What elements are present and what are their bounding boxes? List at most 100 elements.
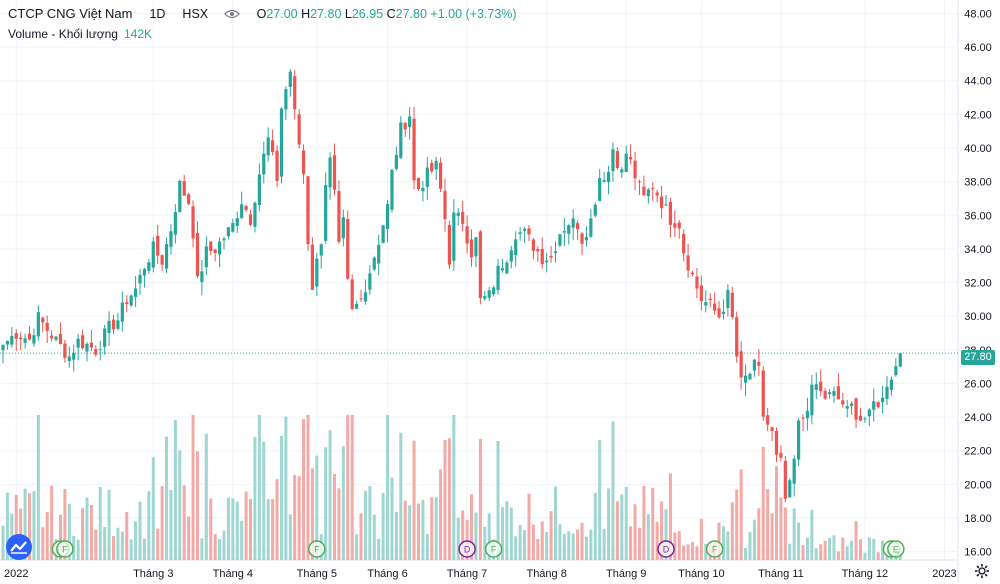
candle-body xyxy=(682,234,686,254)
time-tick-label: Tháng 11 xyxy=(758,568,804,580)
volume-bar xyxy=(337,488,341,560)
time-tick-label: Tháng 10 xyxy=(678,568,724,580)
volume-bar xyxy=(439,469,443,560)
volume-bar xyxy=(664,509,668,560)
candle-body xyxy=(438,162,443,189)
candle-body xyxy=(589,218,593,237)
volume-bar xyxy=(545,532,549,560)
candle-body xyxy=(880,397,885,403)
volume-bar xyxy=(58,514,62,560)
volume-bar xyxy=(531,524,535,560)
volume-bar xyxy=(580,522,584,560)
symbol-title[interactable]: CTCP CNG Việt Nam xyxy=(8,6,133,21)
volume-bar xyxy=(76,539,80,560)
candle-body xyxy=(385,204,390,230)
eye-icon[interactable] xyxy=(223,8,240,22)
volume-bar xyxy=(416,503,420,560)
candle-body xyxy=(443,190,447,220)
price-tick-label: 46.00 xyxy=(964,42,992,54)
candle-body xyxy=(487,290,491,298)
candle-body xyxy=(182,181,186,196)
candle-body xyxy=(894,366,898,376)
volume-bar xyxy=(169,490,173,560)
candle-body xyxy=(761,370,765,417)
volume-bar xyxy=(757,508,761,560)
candle-body xyxy=(36,312,40,337)
candle-body xyxy=(421,187,425,192)
volume-bar xyxy=(518,525,522,560)
volume-bar xyxy=(783,507,787,560)
time-tick-label: Tháng 6 xyxy=(367,568,407,580)
volume-bar xyxy=(876,552,880,560)
candle-body xyxy=(350,279,354,310)
event-marker-letter: F xyxy=(712,545,718,555)
volume-bar xyxy=(646,514,650,560)
candle-body xyxy=(668,201,673,225)
candle-body xyxy=(222,238,226,241)
price-tick-label: 30.00 xyxy=(964,311,992,323)
candle-body xyxy=(275,150,279,181)
volume-bar xyxy=(249,498,253,560)
candle-body xyxy=(752,359,756,371)
candle-body xyxy=(147,262,151,271)
candle-body xyxy=(240,204,244,218)
volume-bar xyxy=(50,485,54,560)
candle-body xyxy=(191,206,195,239)
volume-bar xyxy=(262,441,266,560)
volume-bar xyxy=(682,545,686,560)
candle-body xyxy=(496,265,500,291)
candle-body xyxy=(615,151,619,169)
volume-bar xyxy=(81,508,85,560)
volume-bar xyxy=(45,511,49,560)
candle-body xyxy=(540,248,544,265)
volume-bar xyxy=(271,499,275,560)
price-tick-label: 34.00 xyxy=(964,244,992,256)
candle-body xyxy=(797,420,801,460)
candle-body xyxy=(341,217,345,239)
volume-bar xyxy=(67,503,71,560)
volume-bar xyxy=(244,491,248,560)
volume-bar xyxy=(801,545,805,560)
volume-bar xyxy=(726,531,730,560)
tradingview-logo-icon[interactable] xyxy=(6,534,32,560)
volume-bar xyxy=(200,538,204,560)
candle-body xyxy=(306,176,310,245)
candle-body xyxy=(98,349,102,351)
settings-gear-icon[interactable] xyxy=(974,563,990,584)
candle-body xyxy=(195,233,200,277)
candle-body xyxy=(863,418,867,420)
volume-bar xyxy=(430,497,434,560)
volume-bar xyxy=(381,492,385,560)
candle-body xyxy=(576,223,580,230)
candle-body xyxy=(301,150,306,175)
candle-body xyxy=(664,204,668,206)
candle-body xyxy=(408,116,412,127)
candle-body xyxy=(425,167,429,187)
volume-bar xyxy=(293,474,297,560)
candle-body xyxy=(160,255,164,265)
candle-body xyxy=(363,292,368,302)
candle-body xyxy=(50,335,54,339)
volume-bar xyxy=(213,534,217,560)
volume-bar xyxy=(120,531,124,560)
candle-body xyxy=(187,194,191,205)
volume-bar xyxy=(28,493,32,560)
volume-bar xyxy=(863,552,867,560)
volume-bar xyxy=(1,525,5,560)
volume-bar xyxy=(231,498,235,560)
candle-body xyxy=(611,149,615,172)
event-marker xyxy=(484,540,503,558)
candle-body xyxy=(204,246,208,268)
volume-bar xyxy=(478,439,482,560)
interval-label[interactable]: 1D xyxy=(149,7,166,21)
volume-bar xyxy=(425,534,429,560)
event-marker-letter: F xyxy=(314,545,320,555)
candle-body xyxy=(469,239,474,258)
candle-body xyxy=(500,268,505,271)
candle-body xyxy=(704,302,708,306)
candle-body xyxy=(553,251,558,254)
volume-bar xyxy=(355,534,359,560)
volume-bar xyxy=(611,421,615,560)
candle-body xyxy=(677,222,681,229)
